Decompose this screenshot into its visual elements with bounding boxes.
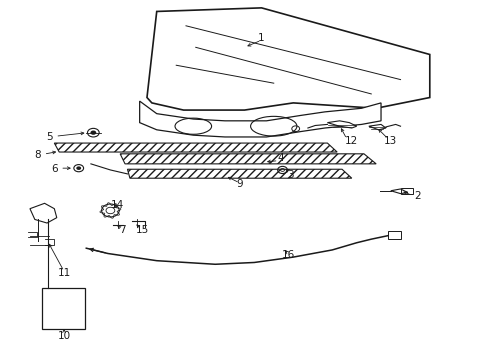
Text: 4: 4: [277, 153, 284, 163]
Circle shape: [90, 131, 96, 135]
Text: 3: 3: [287, 170, 294, 180]
Text: 16: 16: [281, 250, 294, 260]
Polygon shape: [327, 121, 356, 128]
Text: 2: 2: [413, 191, 420, 201]
Text: 9: 9: [236, 179, 243, 189]
Text: 8: 8: [34, 150, 41, 160]
Bar: [400, 188, 412, 194]
Text: 5: 5: [46, 132, 53, 142]
Text: 1: 1: [258, 33, 264, 43]
Text: 14: 14: [111, 200, 124, 210]
Polygon shape: [120, 154, 375, 164]
Polygon shape: [54, 143, 336, 152]
Text: 13: 13: [384, 136, 397, 145]
Polygon shape: [127, 169, 351, 178]
Polygon shape: [140, 101, 380, 137]
Text: 10: 10: [58, 331, 70, 341]
Polygon shape: [390, 189, 407, 194]
Text: 11: 11: [58, 268, 71, 278]
Circle shape: [76, 166, 81, 170]
Text: 12: 12: [345, 136, 358, 145]
Polygon shape: [368, 125, 385, 130]
Text: 7: 7: [119, 225, 125, 235]
Bar: [387, 231, 400, 239]
Polygon shape: [147, 8, 429, 110]
Text: 15: 15: [135, 225, 148, 235]
Polygon shape: [30, 203, 57, 223]
Bar: [42, 288, 85, 329]
Text: 6: 6: [51, 164, 58, 174]
